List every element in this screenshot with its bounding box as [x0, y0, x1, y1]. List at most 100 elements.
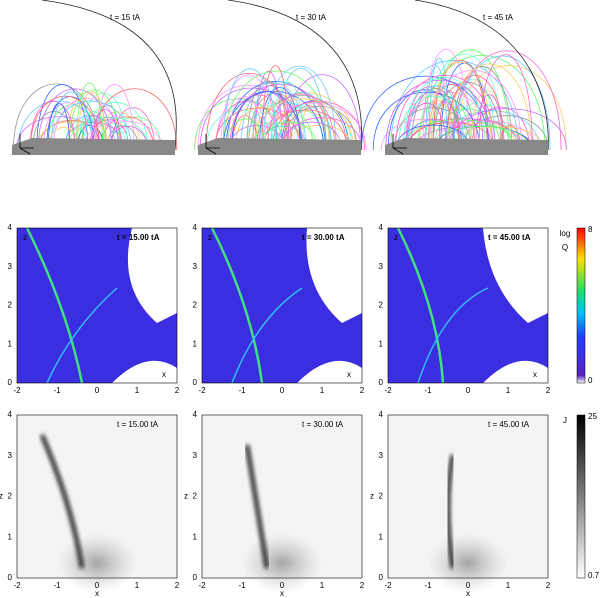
field-line	[425, 65, 448, 151]
x-tick-label: 1	[320, 581, 325, 590]
white-region	[483, 228, 548, 323]
y-tick-label: 4	[193, 223, 198, 232]
axes-icon	[392, 134, 407, 155]
panel-frame	[201, 414, 363, 579]
x-tick-label: 0	[466, 386, 471, 395]
field-line	[262, 65, 337, 151]
y-tick-label: 0	[193, 378, 198, 387]
y-tick-label: 4	[193, 410, 198, 419]
field-line	[478, 54, 533, 151]
field-line	[205, 72, 292, 151]
sep-line	[417, 287, 489, 384]
white-region	[112, 360, 177, 383]
field-line	[445, 75, 505, 151]
colorbar-min: 0	[588, 376, 593, 385]
field-line	[453, 55, 551, 151]
field-line	[418, 54, 546, 151]
panel-label: t = 15.00 tA	[117, 420, 159, 429]
panel-label: t = 30.00 tA	[302, 420, 344, 429]
field-line	[235, 106, 288, 151]
y-tick-label: 1	[8, 339, 13, 348]
y-tick-label: 2	[8, 492, 13, 501]
x-tick-label: -2	[384, 386, 392, 395]
panel-frame	[16, 414, 178, 579]
y-tick-label: 4	[379, 410, 384, 419]
y-tick-label: 3	[379, 451, 384, 460]
y-tick-label: 4	[379, 223, 384, 232]
panel-frame	[201, 227, 363, 384]
field-line	[402, 76, 486, 151]
field-line	[91, 108, 119, 151]
x-tick-label: -1	[238, 581, 246, 590]
y-tick-label: 0	[379, 573, 384, 582]
x-tick-label: 1	[320, 386, 325, 395]
panel-label: t = 30 tA	[296, 13, 327, 22]
field-line	[422, 48, 470, 151]
field-line	[91, 88, 178, 151]
panel-label: t = 30.00 tA	[302, 233, 345, 242]
outer-line	[414, 0, 549, 151]
ground	[385, 138, 548, 155]
x-tick-label: 0	[466, 581, 471, 590]
x-tick-label: -2	[13, 386, 21, 395]
y-label: z	[0, 492, 3, 501]
field-line	[271, 82, 305, 151]
field-line	[430, 49, 510, 151]
y-label: z	[394, 233, 398, 242]
field-line	[452, 65, 567, 151]
y-tick-label: 2	[193, 301, 198, 310]
outer-line	[227, 0, 362, 151]
field-line	[82, 120, 163, 151]
field-line	[67, 116, 149, 151]
current-sheet	[40, 434, 84, 569]
colorbar-title: Q	[562, 243, 568, 252]
x-tick-label: -1	[424, 581, 432, 590]
x-tick-label: -1	[53, 386, 61, 395]
x-tick-label: -2	[198, 386, 206, 395]
field-line	[215, 97, 270, 151]
x-tick-label: 2	[175, 581, 180, 590]
field-line	[250, 98, 355, 151]
field-line	[410, 88, 460, 151]
x-label: x	[280, 589, 284, 598]
x-tick-label: -2	[13, 581, 21, 590]
ground	[198, 138, 361, 155]
ground	[12, 138, 175, 155]
y-tick-label: 3	[379, 262, 384, 271]
field-line	[50, 91, 93, 151]
y-label: z	[370, 492, 374, 501]
field-line	[267, 93, 336, 151]
field-line	[37, 88, 113, 151]
colorbar-min: 0.7	[588, 571, 600, 580]
x-tick-label: 0	[95, 581, 100, 590]
y-tick-label: 2	[379, 492, 384, 501]
panel-label: t = 15.00 tA	[117, 233, 160, 242]
white-region	[306, 228, 362, 323]
x-tick-label: 2	[360, 386, 365, 395]
x-label: x	[162, 370, 166, 379]
white-region	[127, 228, 177, 323]
field-line	[220, 74, 277, 151]
y-tick-label: 1	[379, 339, 384, 348]
field-line	[64, 115, 117, 151]
axes-icon	[19, 134, 34, 155]
panel-frame	[387, 227, 549, 384]
field-line	[32, 111, 76, 151]
sep-line	[210, 227, 264, 384]
field-line	[222, 68, 278, 151]
y-tick-label: 0	[8, 573, 13, 582]
y-tick-label: 3	[193, 451, 198, 460]
y-tick-label: 4	[8, 410, 13, 419]
field-line	[433, 108, 501, 151]
field-line	[277, 102, 353, 151]
colorbar-title: log	[560, 229, 571, 238]
x-tick-label: 2	[546, 386, 551, 395]
field-line	[282, 117, 363, 151]
colorbar-max: 25	[588, 412, 597, 421]
x-tick-label: -2	[198, 581, 206, 590]
colorbar-max: 8	[588, 225, 593, 234]
field-line	[447, 102, 510, 151]
y-tick-label: 3	[8, 451, 13, 460]
y-tick-label: 2	[8, 301, 13, 310]
x-tick-label: 0	[95, 386, 100, 395]
